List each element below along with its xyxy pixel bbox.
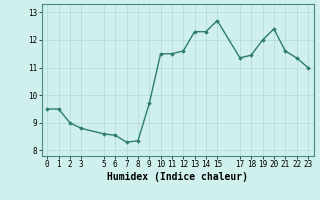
X-axis label: Humidex (Indice chaleur): Humidex (Indice chaleur) (107, 172, 248, 182)
